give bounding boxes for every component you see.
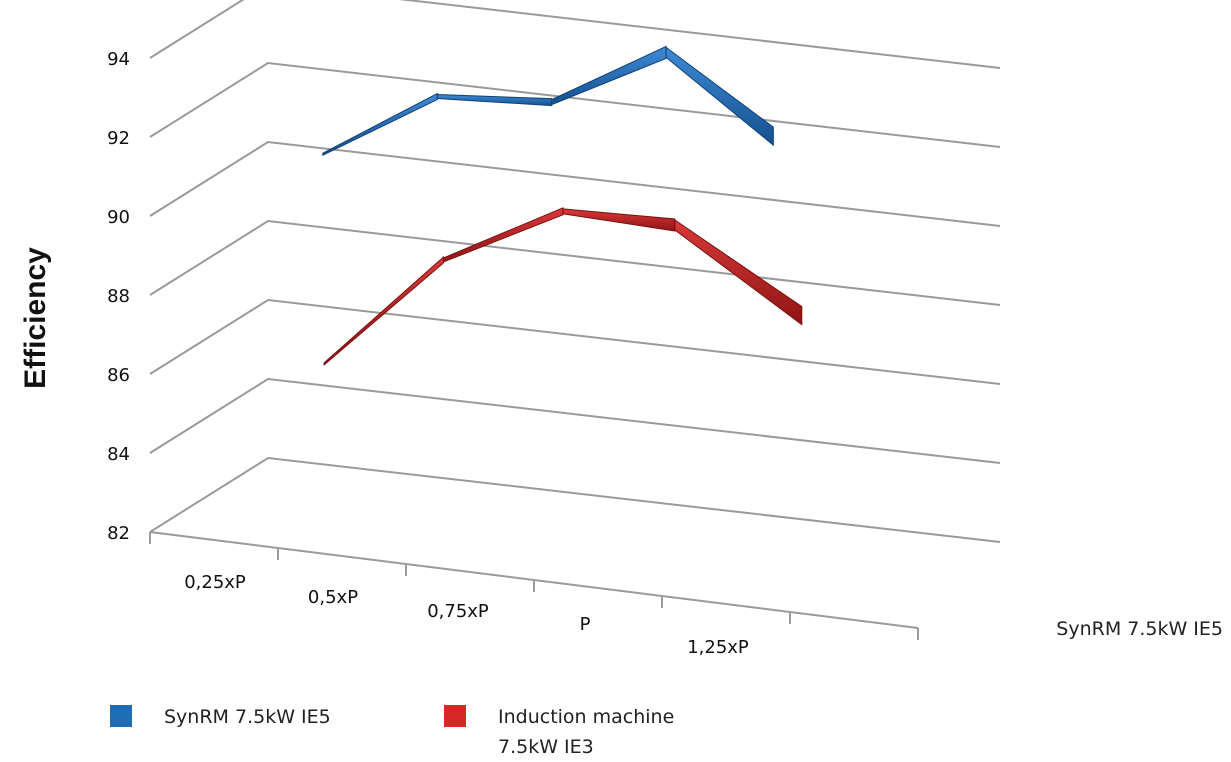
grid-lines (150, 0, 1000, 542)
series-segment (444, 208, 563, 262)
gridline (150, 0, 1000, 68)
gridline (150, 379, 1000, 463)
gridline (150, 300, 1000, 384)
legend-swatch-synrm (110, 705, 132, 727)
y-tick-label: 92 (107, 128, 130, 149)
legend: SynRM 7.5kW IE5 Induction machine 7.5kW … (110, 702, 708, 762)
legend-swatch-induction (444, 705, 466, 727)
legend-item-induction: Induction machine 7.5kW IE3 (444, 702, 708, 762)
x-tick-label: 1,25xP (687, 637, 749, 658)
x-tick-label: 0,25xP (184, 572, 246, 593)
axes (150, 532, 918, 640)
axis-labels: 82 84 86 88 90 92 94 0,25xP 0,5xP 0,75xP P 1,25xP Sy… (107, 49, 1223, 658)
y-tick-label: 88 (107, 286, 130, 307)
y-tick-label: 84 (107, 444, 130, 465)
gridline (150, 221, 1000, 305)
series-segment (563, 209, 675, 231)
gridline (150, 458, 1000, 542)
series-segment (437, 95, 551, 106)
efficiency-chart: 82 84 86 88 90 92 94 0,25xP 0,5xP 0,75xP P 1,25xP Sy… (0, 0, 1231, 690)
x-tick-label: 0,5xP (308, 587, 358, 608)
series-ribbon-synrm (323, 46, 774, 155)
x-tick-label: 0,75xP (427, 601, 489, 622)
series-ribbon-induction (324, 208, 802, 365)
series-segment (675, 220, 802, 325)
y-tick-label: 86 (107, 365, 130, 386)
legend-item-synrm: SynRM 7.5kW IE5 (110, 702, 384, 762)
series-segment (552, 46, 666, 104)
depth-axis-label: SynRM 7.5kW IE5 (1056, 618, 1223, 640)
series-segment (666, 47, 773, 145)
y-tick-label: 94 (107, 49, 130, 70)
legend-label-induction: Induction machine 7.5kW IE3 (498, 702, 708, 762)
legend-label-synrm: SynRM 7.5kW IE5 (164, 702, 384, 732)
y-tick-label: 82 (107, 523, 130, 544)
series-ribbons (323, 46, 802, 364)
gridline (150, 63, 1000, 147)
series-segment (324, 257, 443, 365)
y-tick-label: 90 (107, 207, 130, 228)
y-axis-label: Efficiency (19, 247, 52, 389)
series-segment (323, 94, 437, 156)
x-tick-label: P (580, 614, 591, 635)
